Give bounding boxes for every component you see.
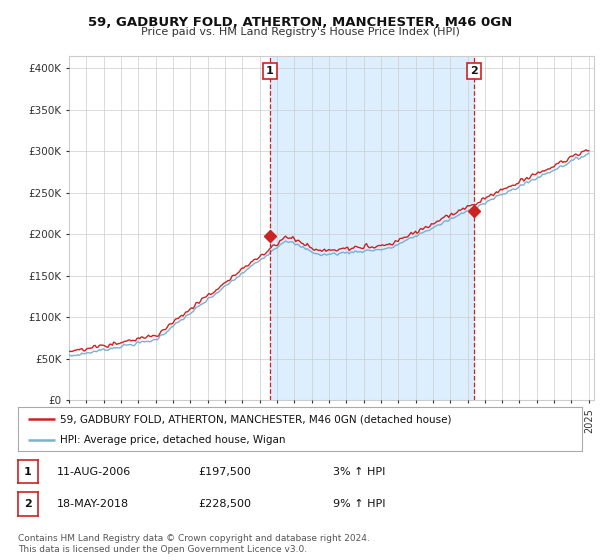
Text: 18-MAY-2018: 18-MAY-2018 bbox=[57, 499, 129, 509]
Text: Price paid vs. HM Land Registry's House Price Index (HPI): Price paid vs. HM Land Registry's House … bbox=[140, 27, 460, 37]
Text: £228,500: £228,500 bbox=[198, 499, 251, 509]
Text: 1: 1 bbox=[24, 466, 32, 477]
Text: 11-AUG-2006: 11-AUG-2006 bbox=[57, 466, 131, 477]
Text: 2: 2 bbox=[24, 499, 32, 509]
Text: 2: 2 bbox=[470, 66, 478, 76]
Text: 1: 1 bbox=[266, 66, 274, 76]
Text: HPI: Average price, detached house, Wigan: HPI: Average price, detached house, Wiga… bbox=[60, 435, 286, 445]
Text: Contains HM Land Registry data © Crown copyright and database right 2024.
This d: Contains HM Land Registry data © Crown c… bbox=[18, 534, 370, 554]
Text: 59, GADBURY FOLD, ATHERTON, MANCHESTER, M46 0GN (detached house): 59, GADBURY FOLD, ATHERTON, MANCHESTER, … bbox=[60, 414, 452, 424]
Text: £197,500: £197,500 bbox=[198, 466, 251, 477]
Bar bbox=[270, 56, 474, 400]
Text: 9% ↑ HPI: 9% ↑ HPI bbox=[333, 499, 386, 509]
Text: 59, GADBURY FOLD, ATHERTON, MANCHESTER, M46 0GN: 59, GADBURY FOLD, ATHERTON, MANCHESTER, … bbox=[88, 16, 512, 29]
Text: 3% ↑ HPI: 3% ↑ HPI bbox=[333, 466, 385, 477]
